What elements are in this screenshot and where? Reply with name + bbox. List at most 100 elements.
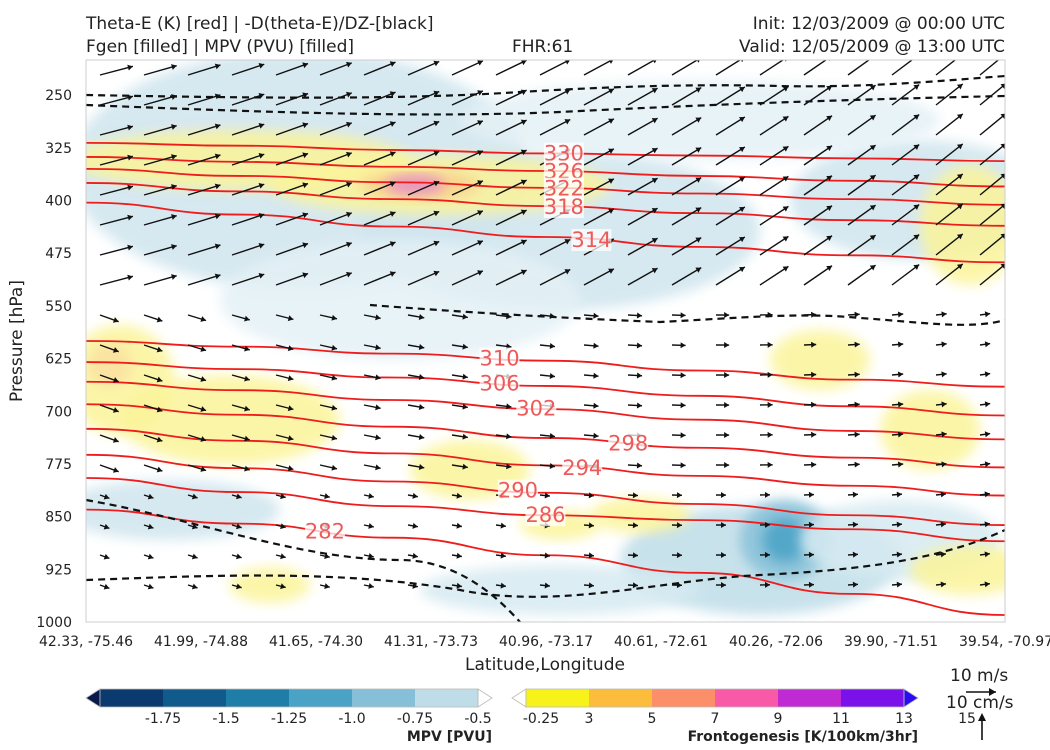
wind-vector-head-288: [767, 461, 773, 468]
wind-vector-head-164: [869, 265, 876, 271]
wind-vector-39: [891, 84, 920, 106]
wind-vector-head-5: [346, 61, 352, 68]
wind-vector-head-88: [302, 182, 309, 189]
wind-vector-head-29: [477, 90, 483, 96]
wind-vector-head-89: [346, 181, 352, 188]
wind-vector-167: [979, 263, 1005, 286]
wind-vector-head-295: [147, 493, 154, 500]
wind-vector-head-144: [913, 234, 920, 240]
wind-vector-head-151: [302, 272, 309, 279]
fgen-colorbar-label: Frontogenesis [K/100km/3hr]: [688, 729, 918, 745]
forecast-hour: FHR:61: [512, 37, 574, 57]
wind-vector-head-96: [651, 178, 658, 184]
x-tick-label-3: 41.31, -73.73: [384, 634, 478, 650]
stability-contour-1: [86, 94, 1005, 116]
wind-vector-head-106: [171, 214, 177, 220]
wind-vector-69: [363, 151, 396, 166]
wind-vector-head-166: [956, 263, 963, 270]
wind-vector-head-185: [854, 311, 860, 318]
wind-vector-head-1: [171, 64, 177, 70]
wind-vector-head-108: [258, 212, 265, 219]
wind-vector-head-4: [302, 62, 309, 69]
wind-vector-119: [715, 206, 746, 226]
wind-vector-5: [319, 62, 353, 76]
wind-vector-head-154: [433, 270, 440, 277]
wind-vector-head-160: [695, 267, 702, 273]
wind-vector-head-238: [418, 404, 425, 410]
wind-vector-head-308: [720, 492, 726, 499]
wind-vector-head-360: [236, 583, 242, 590]
wind-vector-head-120: [782, 206, 789, 212]
wind-vector-head-229: [941, 371, 947, 378]
wind-vector-head-306: [632, 492, 638, 499]
wind-vector-145: [935, 233, 964, 256]
wind-vector-head-216: [375, 374, 381, 381]
wind-vector-head-126: [127, 244, 133, 251]
mpv-colorbar-swatch-3: [226, 689, 289, 707]
fgen-colorbar-extend-high: [903, 688, 919, 708]
wind-vector-159: [627, 267, 658, 286]
wind-vector-head-66: [258, 152, 265, 159]
wind-vector-head-261: [506, 433, 512, 440]
wind-vector-head-3: [258, 62, 265, 69]
stability-contours: [86, 74, 1005, 622]
wind-vector-7: [407, 60, 440, 76]
wind-vector-140: [715, 236, 746, 256]
vector-key-horizontal: 10 m/s: [950, 666, 1008, 686]
wind-vector-head-82: [956, 143, 963, 150]
wind-vector-head-210: [112, 377, 119, 383]
wind-vector-146: [979, 233, 1005, 256]
vector-key: 10 m/s 10 cm/s: [946, 666, 1014, 740]
wind-vector-132: [363, 241, 396, 256]
wind-vector-head-145: [956, 233, 963, 240]
wind-vector-head-95: [608, 178, 614, 184]
wind-vector-13: [671, 60, 699, 76]
wind-vector-head-38: [869, 85, 876, 91]
wind-vector-158: [583, 268, 615, 286]
wind-vector-149: [187, 274, 221, 286]
wind-vector-head-157: [564, 269, 571, 275]
wind-vector-151: [275, 272, 309, 286]
wind-vector-31: [539, 88, 571, 106]
wind-vector-72: [495, 149, 527, 166]
wind-vector-32: [583, 88, 615, 106]
wind-vector-156: [495, 269, 527, 286]
wind-vector-head-125: [1000, 203, 1005, 209]
wind-vector-head-274: [156, 466, 163, 473]
wind-vector-head-74: [608, 148, 614, 154]
wind-vector-50: [451, 120, 484, 136]
wind-vector-head-352: [808, 551, 814, 558]
wind-vector-head-36: [782, 86, 789, 92]
wind-vector-head-292: [941, 461, 947, 468]
wind-vector-1: [143, 64, 177, 76]
wind-vector-head-155: [477, 270, 483, 276]
wind-vector-head-41: [1000, 83, 1005, 89]
wind-vector-8: [451, 60, 484, 76]
chart-title-line-1: Theta-E (K) [red] | -D(theta-E)/DZ-[blac…: [86, 14, 434, 34]
wind-vector-24: [231, 93, 265, 106]
wind-vector-122: [847, 204, 877, 226]
wind-vector-head-266: [724, 432, 730, 439]
wind-vector-head-117: [651, 208, 658, 214]
wind-vector-head-116: [608, 208, 614, 214]
wind-vector-58: [803, 115, 833, 136]
theta-e-label-bg-282: [304, 520, 345, 543]
wind-vector-head-19: [957, 54, 963, 59]
wind-vector-head-76: [695, 147, 702, 153]
wind-vector-head-256: [287, 435, 294, 442]
x-tick-label-4: 40.96, -73.17: [499, 634, 593, 650]
fgen-colorbar-swatch-3: [652, 689, 715, 707]
wind-vector-141: [759, 235, 789, 256]
wind-vector-head-179: [593, 312, 599, 319]
wind-vector-102: [891, 174, 920, 196]
wind-vector-126: [99, 245, 134, 256]
wind-vector-head-201: [636, 342, 643, 349]
wind-vector-55: [671, 117, 702, 136]
stability-contour-2: [369, 303, 1005, 326]
field-blob-8: [763, 518, 807, 562]
wind-vector-33: [627, 87, 658, 106]
y-tick-label-475: 475: [45, 246, 72, 262]
wind-vector-161: [715, 266, 746, 286]
wind-vector-131: [319, 242, 353, 256]
